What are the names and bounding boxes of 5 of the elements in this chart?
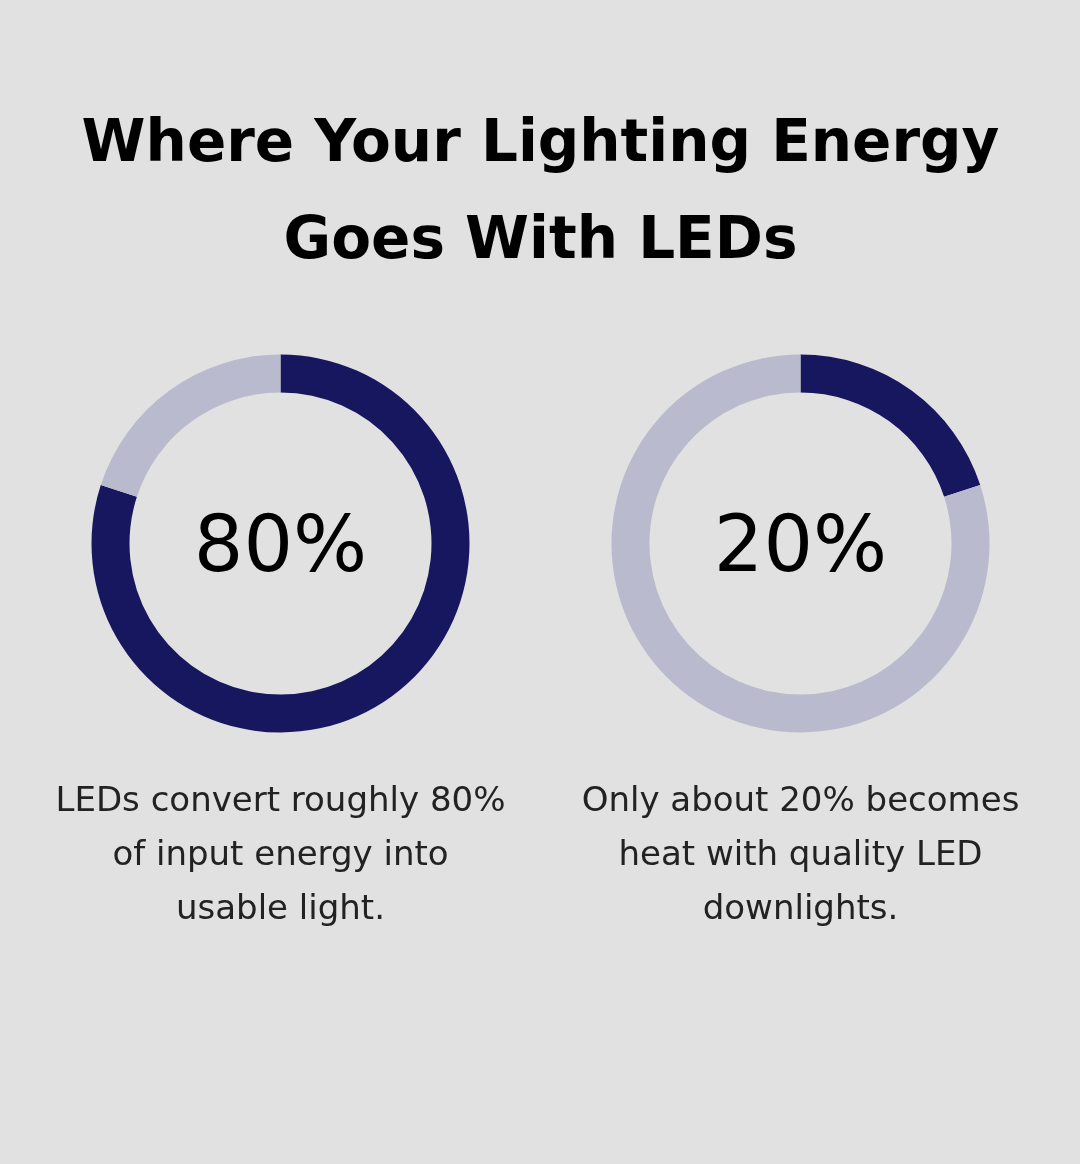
- text: Only about 20% becomes heat with quality LED downlights.: [581, 778, 1020, 927]
- chart-title: Where Your Lighting Energy Goes With LEDs: [81, 106, 1000, 272]
- text: 80%: [193, 498, 368, 589]
- text: 20%: [713, 498, 888, 589]
- text: LEDs convert roughly 80% of input energy into usable light.: [55, 778, 506, 927]
